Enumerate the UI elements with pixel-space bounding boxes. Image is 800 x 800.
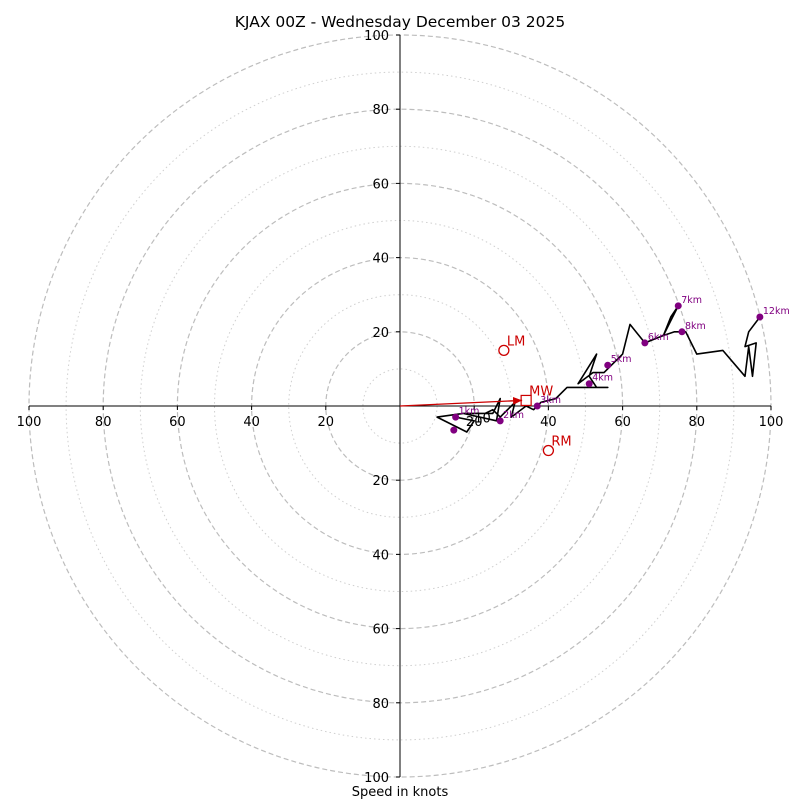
x-tick-label-left-60: 60 <box>169 415 186 430</box>
x-tick-label-right-100: 100 <box>759 415 784 430</box>
height-marker-3km <box>533 402 541 410</box>
height-marker-1km <box>452 413 460 421</box>
storm-label-rm: RM <box>551 435 571 450</box>
hodograph-trace-line <box>436 304 761 433</box>
x-axis-label: Speed in knots <box>352 785 449 800</box>
storm-marker-lm <box>498 344 510 357</box>
storm-marker-mw <box>520 394 532 407</box>
stray-label-0: 10 <box>474 412 491 427</box>
height-marker-2km <box>496 417 504 425</box>
x-tick-label-right-80: 80 <box>689 415 706 430</box>
storm-label-mw: MW <box>529 384 553 399</box>
y-tick-label-top-20: 20 <box>372 326 389 341</box>
height-marker-5km <box>604 361 612 369</box>
y-tick-label-top-60: 60 <box>372 177 389 192</box>
storm-label-lm: LM <box>507 334 525 349</box>
height-marker-7km <box>674 302 682 310</box>
misc-labels: 10 <box>474 412 491 427</box>
y-tick-label-top-40: 40 <box>372 252 389 267</box>
x-tick-label-right-60: 60 <box>614 415 631 430</box>
height-label-5km: 5km <box>611 354 632 365</box>
height-label-7km: 7km <box>681 295 702 306</box>
x-tick-label-left-80: 80 <box>95 415 112 430</box>
chart-title: KJAX 00Z - Wednesday December 03 2025 <box>235 13 565 31</box>
height-marker-6km <box>641 339 649 347</box>
height-markers-group: 1km 2km 3km 4km 5km 6km 7km 8km 12km <box>450 295 790 434</box>
hodograph-trace-group <box>436 304 761 433</box>
axis-tick-labels: 2020202040404040606060608080808010010010… <box>17 29 784 786</box>
height-label-3km: 3km <box>540 395 561 406</box>
x-tick-label-left-40: 40 <box>243 415 260 430</box>
x-tick-label-left-100: 100 <box>17 415 42 430</box>
y-tick-label-top-100: 100 <box>364 29 389 44</box>
height-label-6km: 6km <box>648 332 669 343</box>
height-label-8km: 8km <box>685 321 706 332</box>
y-tick-label-bottom-100: 100 <box>364 771 389 786</box>
storm-motion-group: LM MW RM <box>399 334 572 457</box>
x-tick-label-right-40: 40 <box>540 415 557 430</box>
mean-wind-arrow <box>399 396 523 407</box>
height-marker-4km <box>585 380 593 388</box>
height-marker-unlabeled-9 <box>450 426 458 434</box>
y-tick-label-bottom-80: 80 <box>372 697 389 712</box>
height-label-1km: 1km <box>459 406 480 417</box>
height-label-12km: 12km <box>763 306 790 317</box>
y-tick-label-top-80: 80 <box>372 103 389 118</box>
height-marker-12km <box>756 313 764 321</box>
height-label-4km: 4km <box>592 373 613 384</box>
y-tick-label-bottom-40: 40 <box>372 548 389 563</box>
y-tick-label-bottom-60: 60 <box>372 623 389 638</box>
height-label-2km: 2km <box>503 410 524 421</box>
storm-marker-rm <box>542 444 555 457</box>
x-tick-label-left-20: 20 <box>318 415 335 430</box>
height-marker-8km <box>678 328 686 336</box>
y-tick-label-bottom-20: 20 <box>372 474 389 489</box>
